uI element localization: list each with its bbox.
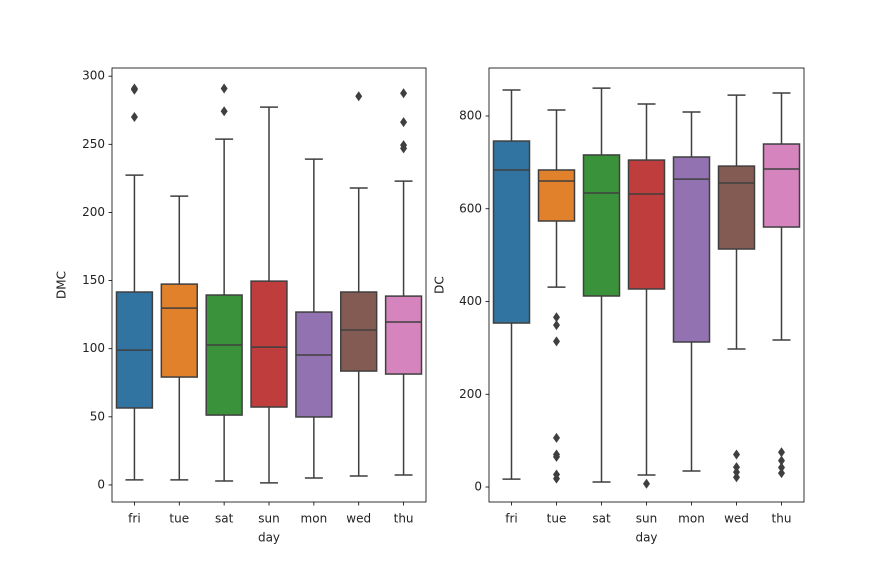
y-tick-label: 50: [90, 409, 105, 423]
x-tick-label: sun: [258, 512, 279, 526]
x-tick-label: mon: [678, 512, 705, 526]
x-tick-label: sat: [215, 512, 234, 526]
axes-frame: [488, 67, 805, 503]
x-tick-label: fri: [128, 512, 141, 526]
outlier: [733, 467, 740, 478]
y-tick-label: 200: [82, 205, 105, 219]
box: [295, 311, 333, 418]
outlier: [553, 336, 560, 347]
outlier: [643, 478, 650, 489]
outlier: [400, 88, 408, 99]
x-tick-label: thu: [394, 512, 414, 526]
y-tick-label: 800: [459, 109, 482, 123]
y-tick-label: 600: [459, 201, 482, 215]
outlier: [553, 432, 560, 443]
outlier: [553, 312, 560, 323]
outlier: [553, 320, 560, 331]
outlier: [733, 462, 740, 473]
x-tick-label: mon: [301, 512, 328, 526]
box: [537, 169, 576, 222]
x-tick-label: sat: [592, 512, 611, 526]
x-tick-label: tue: [169, 512, 189, 526]
y-tick-label: 100: [82, 341, 105, 355]
x-tick-label: wed: [724, 512, 749, 526]
box: [627, 159, 666, 290]
outlier: [733, 472, 740, 483]
outlier: [130, 83, 138, 94]
box: [672, 156, 711, 343]
box: [582, 154, 621, 297]
box: [340, 291, 378, 372]
x-tick-label: wed: [346, 512, 371, 526]
x-tick-label: thu: [772, 512, 792, 526]
box: [384, 295, 423, 375]
box: [205, 294, 243, 416]
x-axis-label: day: [258, 531, 280, 545]
outlier: [778, 468, 785, 479]
outlier: [733, 449, 740, 460]
outlier: [553, 473, 560, 484]
outlier: [778, 447, 785, 458]
y-axis-label: DMC: [55, 271, 69, 299]
outlier: [400, 143, 408, 154]
box: [762, 143, 801, 228]
y-tick-label: 200: [459, 387, 482, 401]
outlier: [400, 117, 408, 128]
outlier: [130, 112, 138, 123]
y-tick-label: 250: [82, 137, 105, 151]
y-tick-label: 400: [459, 294, 482, 308]
y-axis-label: DC: [433, 276, 447, 294]
outlier: [220, 106, 228, 117]
axes-frame: [111, 67, 427, 503]
box: [492, 140, 531, 324]
y-tick-label: 300: [82, 69, 105, 83]
x-tick-label: tue: [547, 512, 567, 526]
x-tick-label: fri: [505, 512, 518, 526]
outlier: [778, 462, 785, 473]
outlier: [778, 455, 785, 466]
box: [717, 165, 756, 250]
outlier: [220, 83, 228, 94]
outlier: [553, 451, 560, 462]
y-tick-label: 0: [97, 477, 105, 491]
x-tick-label: sun: [636, 512, 657, 526]
y-tick-label: 0: [474, 480, 482, 494]
y-tick-label: 150: [82, 273, 105, 287]
box: [250, 280, 288, 408]
outlier: [355, 91, 363, 102]
box: [160, 283, 198, 378]
x-axis-label: day: [635, 531, 657, 545]
